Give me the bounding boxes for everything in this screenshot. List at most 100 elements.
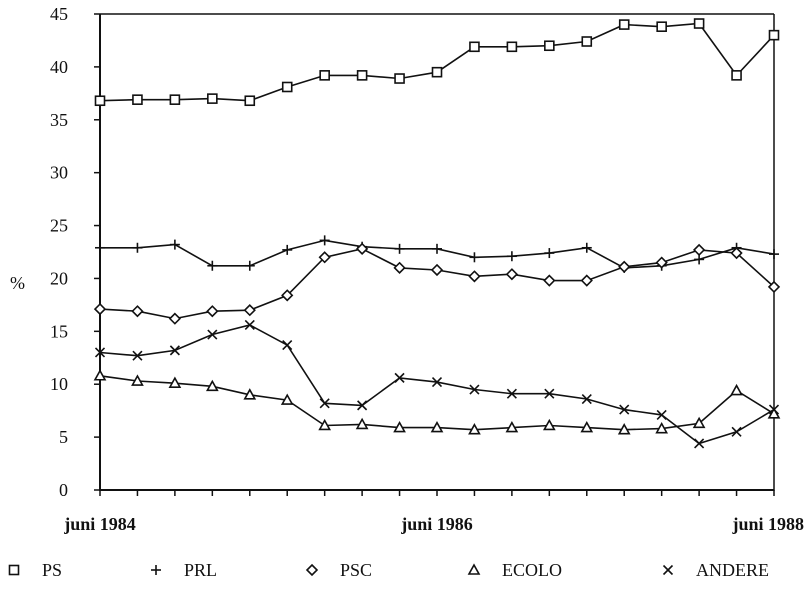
data-point-prl [319, 235, 330, 246]
data-point-ps [506, 41, 518, 53]
y-tick-label: 40 [50, 57, 68, 77]
data-point-psc [243, 304, 256, 317]
data-point-ps [132, 94, 143, 105]
data-point-psc [543, 274, 556, 287]
y-tick-label: 45 [50, 4, 68, 24]
y-tick-label: 0 [59, 480, 68, 500]
data-point-psc [730, 246, 743, 260]
x-tick-label: juni 1986 [400, 514, 473, 534]
data-point-andere [619, 404, 630, 415]
data-point-prl [207, 260, 218, 271]
legend-marker-prl [151, 565, 161, 575]
data-point-ps [169, 94, 181, 105]
data-point-ecolo [93, 369, 107, 381]
data-point-psc [206, 305, 219, 318]
data-point-andere [169, 345, 180, 356]
data-point-ps [394, 73, 405, 84]
data-point-andere [506, 388, 517, 399]
y-tick-label: 5 [59, 427, 68, 447]
y-tick-label: 10 [50, 374, 68, 394]
legend-item-prl: PRL [151, 560, 217, 580]
series-layer [93, 18, 781, 449]
x-tick-label: juni 1984 [63, 514, 136, 534]
legend-label-psc: PSC [340, 560, 372, 580]
data-point-psc [168, 312, 182, 325]
data-point-prl [244, 260, 255, 271]
data-point-ecolo [318, 418, 332, 431]
series-line-ps [99, 22, 775, 102]
y-axis-label: % [10, 273, 25, 293]
data-point-andere [431, 377, 443, 388]
data-point-prl [282, 244, 293, 255]
data-point-prl [469, 252, 480, 263]
data-point-ecolo [168, 376, 182, 388]
data-point-prl [432, 243, 442, 254]
data-point-ecolo [280, 393, 294, 405]
legend-item-ps: PS [8, 560, 62, 580]
data-point-andere [656, 409, 667, 420]
data-point-andere [94, 347, 106, 358]
data-point-prl [95, 242, 105, 253]
data-point-andere [768, 404, 780, 415]
data-point-ecolo [355, 417, 369, 430]
data-point-ecolo [243, 388, 257, 400]
data-point-prl [581, 242, 592, 253]
data-point-ps [244, 95, 256, 107]
series-andere [94, 319, 780, 449]
series-ps [94, 18, 780, 107]
data-point-ps [469, 41, 480, 53]
data-point-ecolo [692, 416, 706, 429]
data-point-psc [655, 256, 668, 269]
data-point-psc [618, 260, 631, 273]
data-point-ps [431, 66, 443, 78]
data-point-ecolo [430, 420, 444, 433]
data-point-ecolo [655, 422, 669, 434]
legend-label-andere: ANDERE [696, 560, 769, 580]
legend-marker-ps [8, 564, 20, 576]
data-point-psc [355, 242, 369, 255]
data-point-ecolo [505, 420, 519, 433]
data-point-psc [692, 243, 706, 257]
data-point-psc [131, 305, 144, 318]
data-point-psc [281, 289, 294, 302]
data-point-andere [469, 384, 480, 395]
data-point-ps [281, 81, 293, 93]
legend-label-ecolo: ECOLO [502, 560, 562, 580]
data-point-andere [282, 340, 293, 351]
data-point-andere [581, 393, 592, 405]
data-point-ecolo [542, 418, 556, 431]
data-point-psc [430, 263, 444, 277]
data-point-ps [319, 70, 330, 81]
data-point-andere [357, 400, 368, 411]
legend-label-ps: PS [42, 560, 62, 580]
data-point-ps [544, 40, 555, 52]
data-point-andere [319, 398, 330, 409]
data-point-andere [694, 438, 705, 449]
legend-item-andere: ANDERE [662, 560, 769, 580]
y-tick-label: 15 [50, 321, 68, 341]
data-point-ps [656, 21, 667, 32]
data-point-andere [394, 372, 405, 383]
legend-item-ecolo: ECOLO [467, 560, 562, 580]
data-point-ps [581, 36, 593, 47]
data-point-ps [731, 70, 742, 81]
data-point-ps [207, 93, 218, 104]
data-point-psc [318, 251, 331, 264]
data-point-ps [356, 70, 368, 81]
data-point-psc [93, 302, 107, 316]
data-point-prl [169, 239, 180, 250]
data-point-andere [207, 329, 218, 340]
legend-marker-ecolo [467, 563, 481, 575]
chart-legend: PS PRL PSC ECOLO ANDERE [8, 560, 769, 580]
data-point-prl [394, 243, 405, 254]
data-point-andere [544, 388, 555, 399]
chart-axes: 0 5 10 15 20 25 30 35 40 45 juni 1984 juni 1986 juni… [50, 4, 804, 534]
data-point-prl [132, 242, 143, 253]
series-psc [93, 242, 781, 325]
legend-item-psc: PSC [305, 560, 372, 580]
y-tick-label: 20 [50, 268, 68, 288]
x-tick-label: juni 1988 [731, 514, 804, 534]
data-point-psc [393, 261, 406, 274]
data-point-andere [731, 426, 742, 437]
